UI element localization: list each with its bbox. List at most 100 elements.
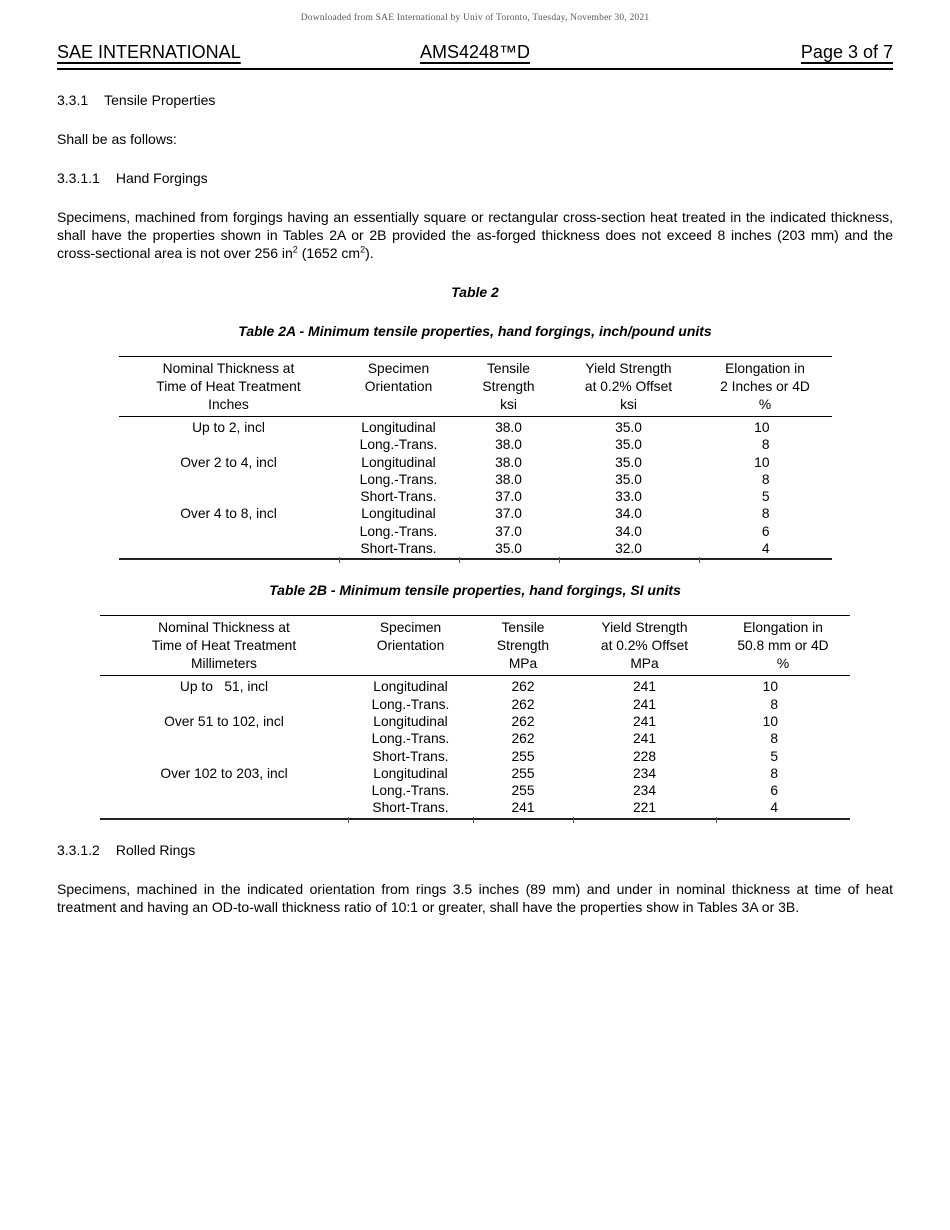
table-cell: Longitudinal — [361, 454, 436, 470]
table-cell: Longitudinal — [361, 506, 436, 522]
section-heading-3-3-1-1: 3.3.1.1 Hand Forgings — [57, 169, 893, 187]
table-cell: 10 — [762, 713, 778, 729]
column-header: Specimen Orientation — [338, 356, 459, 417]
table-cell: 38.0 — [495, 420, 522, 435]
table-cell — [119, 471, 339, 488]
table-cell: 241 — [632, 713, 657, 729]
table-row: Short-Trans. 241 221 4 — [100, 799, 850, 818]
table-cell: Up to 2, incl — [192, 420, 265, 435]
table-cell: Up to 51, incl — [179, 679, 269, 695]
table-cell: Longitudinal — [373, 765, 448, 781]
column-tick — [338, 557, 340, 564]
column-header: Elongation in 2 Inches or 4D% — [698, 356, 832, 417]
column-tick — [716, 816, 717, 823]
table-cell: 4 — [770, 800, 778, 816]
table-cell: 35.0 — [615, 454, 642, 470]
table-2a: Nominal Thickness at Time of Heat Treatme… — [118, 356, 832, 561]
table-cell: 35.0 — [615, 420, 642, 435]
table-cell: 10 — [754, 420, 770, 435]
table-cell: 228 — [632, 748, 657, 764]
table-cell: Short-Trans. — [372, 800, 449, 816]
table-cell: 241 — [632, 679, 657, 695]
superscript: 2 — [360, 244, 366, 255]
column-header: Elongation in 50.8 mm or 4D% — [716, 615, 850, 677]
column-header: Yield Strength at 0.2% Offset ksi — [558, 356, 699, 417]
header-rule — [57, 68, 893, 70]
table-cell: 262 — [511, 731, 535, 747]
section-title: Tensile Properties — [104, 92, 216, 108]
document-header: SAE INTERNATIONAL AMS4248™D Page 3 of 7 — [57, 42, 893, 64]
table-cell: 6 — [770, 783, 778, 799]
table-cell: 5 — [761, 489, 770, 505]
table-cell: 38.0 — [495, 454, 522, 470]
table-cell: Longitudinal — [373, 679, 448, 695]
table-cell: Longitudinal — [361, 420, 436, 435]
table-row: Up to 2, incl Longitudinal 38.0 35.0 10 — [119, 417, 832, 437]
table-cell — [119, 523, 339, 540]
table-cell: 35.0 — [495, 541, 522, 557]
table-cell: 35.0 — [615, 437, 642, 453]
header-page-number: Page 3 of 7 — [800, 42, 893, 62]
column-tick — [573, 816, 574, 823]
table-cell: 10 — [762, 679, 778, 695]
section-title: Hand Forgings — [115, 170, 208, 186]
table-cell: 255 — [511, 765, 535, 781]
column-header: Specimen Orientation — [348, 615, 473, 677]
table-cell: 32.0 — [615, 541, 642, 557]
table-cell: Long.-Trans. — [359, 523, 438, 539]
table-row: Up to 51, incl Longitudinal 262 241 10 — [100, 676, 850, 696]
table-cell: 262 — [511, 713, 535, 729]
section-heading-3-3-1-2: 3.3.1.2 Rolled Rings — [57, 841, 893, 859]
table-cell: 8 — [761, 506, 770, 522]
column-tick — [458, 557, 460, 564]
table-cell — [100, 748, 348, 765]
table-cell: 38.0 — [495, 437, 522, 453]
table-row: Short-Trans. 37.0 33.0 5 — [119, 488, 832, 505]
table-cell: 37.0 — [495, 523, 522, 539]
table-cell: 38.0 — [495, 471, 522, 487]
table-cell: Short-Trans. — [372, 748, 449, 764]
section-number: 3.3.1 — [57, 92, 89, 108]
section-heading-3-3-1: 3.3.1 Tensile Properties — [57, 91, 893, 109]
table-cell: Over 4 to 8, incl — [180, 506, 277, 522]
column-header: Yield Strength at 0.2% Offset MPa — [573, 615, 716, 677]
column-header: Nominal Thickness at Time of Heat Treatme… — [100, 615, 348, 677]
table-row: Long.-Trans. 38.0 35.0 8 — [119, 471, 832, 488]
table-cell: 8 — [761, 437, 770, 453]
table-cell — [100, 730, 348, 747]
table-cell: Over 102 to 203, incl — [160, 765, 288, 781]
table-cell — [119, 488, 339, 505]
column-header: Tensile Strength MPa — [473, 615, 573, 677]
table-row: Long.-Trans. 262 241 8 — [100, 730, 850, 747]
table-cell — [119, 436, 339, 453]
table-cell: 4 — [761, 541, 770, 557]
table-cell: 35.0 — [615, 471, 642, 487]
table-cell — [100, 696, 348, 713]
column-tick — [698, 557, 700, 564]
table-cell: 10 — [754, 454, 770, 470]
table-row: Long.-Trans. 37.0 34.0 6 — [119, 523, 832, 540]
table-2b-caption: Table 2B - Minimum tensile properties, h… — [269, 582, 681, 599]
section-title: Rolled Rings — [115, 841, 196, 858]
table-cell: Longitudinal — [373, 713, 448, 729]
table-cell — [119, 540, 339, 559]
document-page: Downloaded from SAE International by Uni… — [57, 13, 893, 915]
table-row: Short-Trans. 35.0 32.0 4 — [119, 540, 832, 559]
table-cell: 34.0 — [615, 506, 642, 522]
column-header: Tensile Strength ksi — [458, 356, 559, 417]
table-2a-caption: Table 2A - Minimum tensile properties, h… — [238, 323, 712, 339]
table-row: Short-Trans. 255 228 5 — [100, 748, 850, 765]
table-cell: 241 — [632, 696, 657, 712]
table-cell: Short-Trans. — [360, 489, 437, 505]
table-cell: 5 — [770, 748, 778, 764]
column-tick — [558, 557, 560, 564]
header-document-number: AMS4248™D — [419, 42, 531, 62]
table-cell: Short-Trans. — [360, 541, 437, 557]
table-cell: Long.-Trans. — [359, 471, 438, 487]
table-row: Over 2 to 4, incl Longitudinal 38.0 35.0 10 — [119, 454, 832, 471]
table-cell: Long.-Trans. — [371, 783, 450, 799]
table-cell: Over 2 to 4, incl — [180, 454, 277, 470]
table-row: Over 102 to 203, incl Longitudinal 255 234 8 — [100, 765, 850, 782]
table-cell: 33.0 — [615, 489, 642, 505]
table-cell: Long.-Trans. — [371, 731, 450, 747]
